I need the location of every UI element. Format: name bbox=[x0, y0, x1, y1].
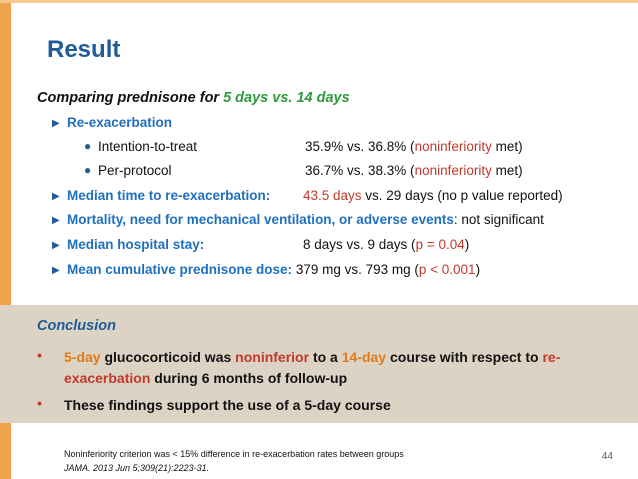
bullet-arrow-icon: ▶ bbox=[52, 191, 60, 202]
hospital-stay-value: 8 days vs. 9 days (p = 0.04) bbox=[303, 237, 469, 252]
accent-side-bar bbox=[0, 0, 11, 479]
mortality-label: Mortality, need for mechanical ventilati… bbox=[67, 212, 454, 227]
itt-label: Intention-to-treat bbox=[98, 139, 198, 154]
median-time-rest: vs. 29 days (no p value reported) bbox=[361, 188, 563, 203]
slide-title: Result bbox=[47, 36, 121, 63]
pp-label: Per-protocol bbox=[98, 163, 172, 178]
conclusion-bullet-dot: • bbox=[37, 347, 42, 363]
median-time-label-text: Median time to re-exacerbation: bbox=[67, 188, 271, 203]
pp-highlight: noninferiority bbox=[414, 163, 492, 178]
footnote: Noninferiority criterion was < 15% diffe… bbox=[64, 449, 404, 459]
median-time-value: 43.5 days vs. 29 days (no p value report… bbox=[303, 188, 563, 203]
prednisone-dose-suffix: ) bbox=[475, 262, 481, 277]
mortality-rest: : not significant bbox=[453, 212, 544, 227]
conclusion-box bbox=[0, 305, 638, 423]
pp-value-text: 36.7% vs. 38.3% ( bbox=[305, 163, 415, 178]
c1-d: to a bbox=[309, 349, 342, 365]
pp-value: 36.7% vs. 38.3% (noninferiority met) bbox=[305, 163, 523, 178]
bullet-arrow-icon: ▶ bbox=[52, 240, 60, 251]
pp-suffix: met) bbox=[491, 163, 523, 178]
conclusion-bullet-1: 5-day glucocorticoid was noninferior to … bbox=[64, 347, 624, 389]
median-time-label: Median time to re-exacerbation: bbox=[67, 188, 270, 203]
itt-suffix: met) bbox=[491, 139, 523, 154]
mortality-row: Mortality, need for mechanical ventilati… bbox=[67, 212, 544, 227]
citation: JAMA. 2013 Jun 5;309(21):2223-31. bbox=[64, 463, 210, 473]
bullet-arrow-icon: ▶ bbox=[52, 265, 60, 276]
c1-a: 5-day bbox=[64, 349, 101, 365]
c1-h: during 6 months of follow-up bbox=[150, 370, 348, 386]
subtitle-accent: 5 days vs. 14 days bbox=[223, 90, 350, 106]
itt-value: 35.9% vs. 36.8% (noninferiority met) bbox=[305, 139, 523, 154]
accent-top-strip bbox=[0, 0, 638, 3]
page-number: 44 bbox=[601, 451, 613, 462]
c1-f: course with respect to bbox=[386, 349, 543, 365]
hospital-stay-suffix: ) bbox=[464, 237, 470, 252]
conclusion-bullet-dot: • bbox=[37, 395, 42, 411]
reexacerbation-label: Re-exacerbation bbox=[67, 115, 173, 130]
itt-highlight: noninferiority bbox=[414, 139, 492, 154]
prednisone-dose-value: 379 mg vs. 793 mg ( bbox=[292, 262, 419, 277]
sub-bullet-dot-icon: ● bbox=[84, 163, 92, 177]
median-time-highlight: 43.5 days bbox=[303, 188, 362, 203]
prednisone-dose-highlight: p < 0.001 bbox=[418, 262, 476, 277]
prednisone-dose-row: Mean cumulative prednisone dose: 379 mg … bbox=[67, 262, 480, 277]
hospital-stay-label: Median hospital stay: bbox=[67, 237, 204, 252]
reexacerbation-heading: Re-exacerbation bbox=[67, 115, 172, 130]
conclusion-bullet-2: These findings support the use of a 5-da… bbox=[64, 397, 391, 413]
conclusion-title: Conclusion bbox=[37, 318, 116, 334]
itt-value-text: 35.9% vs. 36.8% ( bbox=[305, 139, 415, 154]
subtitle-prefix: Comparing prednisone for bbox=[37, 90, 224, 106]
bullet-arrow-icon: ▶ bbox=[52, 118, 60, 129]
prednisone-dose-label: Mean cumulative prednisone dose: bbox=[67, 262, 293, 277]
c1-e: 14-day bbox=[341, 349, 387, 365]
sub-bullet-dot-icon: ● bbox=[84, 139, 92, 153]
hospital-stay-highlight: p = 0.04 bbox=[415, 237, 465, 252]
c1-g: re-exacerbation bbox=[64, 349, 561, 386]
bullet-arrow-icon: ▶ bbox=[52, 215, 60, 226]
c1-b: glucocorticoid was bbox=[100, 349, 236, 365]
hospital-stay-label-text: Median hospital stay: bbox=[67, 237, 205, 252]
c1-c: noninferior bbox=[235, 349, 310, 365]
subtitle: Comparing prednisone for 5 days vs. 14 d… bbox=[37, 90, 350, 106]
hospital-stay-value-text: 8 days vs. 9 days ( bbox=[303, 237, 416, 252]
